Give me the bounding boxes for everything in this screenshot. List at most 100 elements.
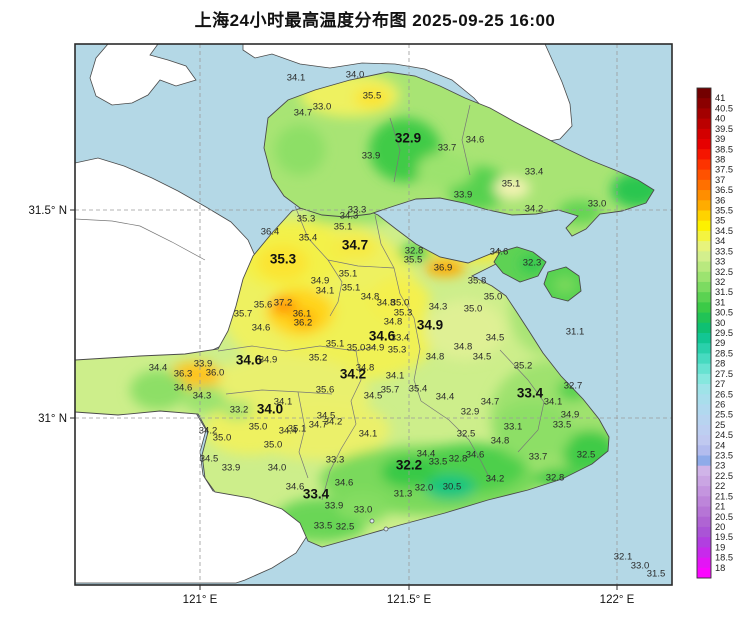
station-temp-label: 34.9 (561, 410, 580, 421)
station-temp-label: 34.2 (340, 367, 366, 382)
station-temp-label: 34.5 (317, 411, 336, 422)
legend-tick-label: 21.5 (715, 491, 733, 501)
station-temp-label: 33.5 (553, 420, 572, 431)
legend-tick-label: 34 (715, 236, 725, 246)
legend-cell (697, 547, 711, 558)
legend-tick-label: 23 (715, 461, 725, 471)
legend-cell (697, 506, 711, 518)
legend-cell (697, 516, 711, 528)
station-temp-label: 35.3 (388, 345, 407, 356)
station-temp-label: 36.2 (294, 318, 313, 329)
islet (383, 526, 389, 532)
station-temp-label: 35.7 (234, 309, 253, 320)
station-temp-label: 35.0 (213, 433, 232, 444)
legend-border (696, 87, 712, 579)
station-temp-label: 35.3 (394, 308, 413, 319)
station-temp-label: 33.2 (230, 405, 249, 416)
station-temp-label: 35.1 (288, 424, 307, 435)
legend-cell (697, 496, 711, 507)
district-border (420, 400, 492, 482)
legend-tick-label: 33 (715, 257, 725, 267)
land-outside (89, 44, 197, 106)
station-temp-label: 33.7 (438, 143, 457, 154)
legend-cell (697, 169, 711, 181)
coastline (493, 246, 547, 283)
station-temp-label: 33.1 (504, 422, 523, 433)
station-temp-label: 35.5 (404, 255, 423, 266)
legend-cell (697, 281, 711, 293)
station-temp-label: 33.0 (588, 199, 607, 210)
legend-tick-label: 38 (715, 154, 725, 164)
station-temp-label: 34.4 (149, 363, 168, 374)
station-temp-label: 34.9 (417, 318, 443, 333)
station-temp-label: 34.4 (436, 392, 455, 403)
legend-cell (697, 251, 711, 262)
legend-tick-label: 40 (715, 114, 725, 124)
station-temp-label: 34.6 (174, 383, 193, 394)
station-temp-label: 34.8 (361, 292, 380, 303)
plot-area: 34.1 34.035.533.034.732.9 34.633.733.933.4… (75, 44, 672, 585)
station-temp-label: 35.3 (270, 252, 297, 267)
station-temp-label: 33.9 (325, 501, 344, 512)
station-temp-label: 34.0 (257, 402, 283, 417)
station-temp-label: 32.5 (336, 522, 355, 533)
district-border (499, 349, 545, 453)
legend-cell (697, 179, 711, 191)
station-temp-label: 36.1 (293, 309, 312, 320)
legend-tick-label: 29 (715, 338, 725, 348)
station-temp-label: 34.1 (274, 397, 293, 408)
station-temp-label: 34.4 (279, 426, 298, 437)
legend-tick-label: 26.5 (715, 389, 733, 399)
legend-cell (697, 353, 711, 365)
district-border (461, 104, 471, 176)
station-temp-label: 32.5 (457, 429, 476, 440)
legend-cell (697, 414, 711, 426)
station-temp-label: 34.8 (377, 298, 396, 309)
station-temp-label: 34.8 (426, 352, 445, 363)
station-temp-label: 34.9 (259, 355, 278, 366)
legend-cell (697, 200, 711, 211)
station-temp-label: 35.0 (391, 298, 410, 309)
legend-tick-label: 37.5 (715, 165, 733, 175)
station-temp-label: 34.5 (364, 391, 383, 402)
legend-cell (697, 435, 711, 446)
legend-tick-label: 27 (715, 379, 725, 389)
y-tick-label: 31.5° N (29, 205, 67, 217)
station-temp-label: 34.9 (366, 343, 385, 354)
station-temp-label: 34.6 (252, 323, 271, 334)
legend-cell (697, 220, 711, 232)
station-temp-label: 32.5 (577, 450, 596, 461)
legend-tick-label: 39 (715, 134, 725, 144)
x-tick-label: 121.5° E (387, 594, 432, 606)
legend-tick-label: 37 (715, 175, 725, 185)
station-temp-label: 34.2 (324, 417, 343, 428)
station-temp-label: 33.4 (525, 167, 544, 178)
legend-cell (697, 526, 711, 538)
station-temp-label: 34.1 (544, 397, 563, 408)
land-changxing-island (494, 247, 546, 282)
coastline (75, 200, 610, 548)
station-temp-label: 32.8 (449, 454, 468, 465)
station-temp-label: 36.3 (174, 369, 193, 380)
legend-cell (697, 322, 711, 334)
station-temp-label: 34.6 (490, 247, 509, 258)
legend-tick-label: 31.5 (715, 287, 733, 297)
station-temp-label: 35.0 (264, 440, 283, 451)
district-border (225, 389, 333, 395)
legend-tick-label: 30 (715, 318, 725, 328)
station-temp-label: 35.2 (514, 361, 533, 372)
legend-tick-label: 23.5 (715, 451, 733, 461)
district-border (389, 117, 401, 183)
legend-tick-label: 39.5 (715, 124, 733, 134)
station-temp-label: 34.8 (491, 436, 510, 447)
map-frame (74, 43, 673, 586)
legend-tick-label: 28.5 (715, 348, 733, 358)
station-temp-label: 32.9 (461, 407, 480, 418)
station-temp-label: 33.0 (631, 561, 650, 572)
station-temp-label: 34.1 (316, 286, 335, 297)
station-temp-label: 34.7 (342, 238, 368, 253)
legend-tick-label: 22.5 (715, 471, 733, 481)
station-temp-label: 36.9 (434, 263, 453, 274)
legend-cell (697, 424, 711, 436)
station-temp-label: 34.6 (466, 450, 485, 461)
